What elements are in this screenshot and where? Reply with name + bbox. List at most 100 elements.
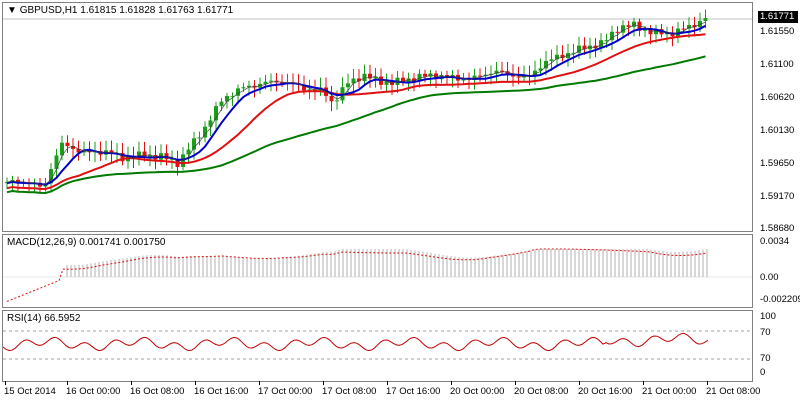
candle-body [692, 24, 697, 28]
candle-body [54, 155, 59, 170]
candle-body [643, 29, 647, 31]
time-label: 20 Oct 00:00 [450, 386, 505, 397]
time-label: 21 Oct 00:00 [642, 386, 697, 397]
candle-body [654, 29, 658, 35]
price-axis-label: 1.59170 [760, 191, 795, 202]
rsi-axis-label: 70 [760, 327, 771, 338]
time-tick [259, 381, 260, 385]
ohlc-readout: 1.61815 1.61828 1.61763 1.61771 [80, 5, 234, 16]
candle-body [703, 18, 708, 22]
fast-moving-average-line [6, 24, 706, 186]
time-tick [579, 381, 580, 385]
candle-body [362, 73, 367, 82]
time-tick [707, 381, 708, 385]
price-axis-label: 1.61550 [760, 26, 795, 37]
candle-body [208, 120, 213, 127]
time-tick [131, 381, 132, 385]
candle-body [687, 24, 691, 29]
candle-body [192, 138, 196, 150]
candle-body [263, 81, 268, 84]
candle-body [225, 96, 229, 102]
time-label: 16 Oct 08:00 [130, 386, 185, 397]
candle-body [142, 151, 147, 158]
candle-body [604, 40, 609, 42]
candle-body [544, 60, 548, 69]
candle-body [588, 45, 592, 50]
time-label: 17 Oct 16:00 [386, 386, 441, 397]
time-tick [387, 381, 388, 385]
candle-body [390, 81, 394, 85]
time-tick [67, 381, 68, 385]
candle-body [137, 151, 141, 159]
candle-body [203, 126, 207, 138]
candle-body [247, 85, 251, 88]
price-chart-pane[interactable]: ▼ GBPUSD,H1 1.61815 1.61828 1.61763 1.61… [2, 2, 753, 232]
candle-body [186, 149, 191, 155]
thin-moving-average-line [6, 21, 706, 185]
macd-pane[interactable]: MACD(12,26,9) 0.001741 0.001750 [2, 234, 753, 308]
candle-body [577, 45, 581, 53]
candle-body [593, 45, 598, 49]
time-tick [323, 381, 324, 385]
rsi-pane[interactable]: RSI(14) 66.5952 [2, 310, 753, 382]
candle-body [329, 95, 334, 102]
candle-body [538, 68, 543, 71]
candle-body [505, 71, 510, 74]
candle-body [384, 81, 389, 85]
price-axis-label: 1.59650 [760, 158, 795, 169]
macd-canvas [3, 248, 752, 302]
mid-moving-average-line [6, 33, 706, 191]
candle-body [599, 40, 603, 49]
candle-body [87, 150, 92, 153]
candle-body [549, 59, 554, 61]
candle-body [76, 148, 81, 153]
time-tick [643, 381, 644, 385]
candle-body [368, 73, 372, 79]
candle-body [681, 28, 686, 30]
candle-body [49, 169, 53, 184]
candle-body [197, 137, 202, 139]
time-label: 17 Oct 00:00 [258, 386, 313, 397]
candle-body [533, 70, 537, 76]
time-label: 20 Oct 16:00 [578, 386, 633, 397]
slow-moving-average-line [6, 55, 706, 195]
candle-body [60, 142, 64, 156]
candle-body [461, 78, 466, 81]
rsi-axis-label: 70 [760, 353, 771, 364]
candle-body [472, 75, 477, 80]
candle-body [423, 73, 427, 77]
collapse-arrow-icon[interactable]: ▼ [7, 5, 17, 16]
time-label: 17 Oct 08:00 [322, 386, 377, 397]
candle-body [401, 77, 405, 83]
candle-body [307, 89, 312, 91]
macd-title: MACD(12,26,9) 0.001741 0.001750 [7, 237, 166, 248]
candle-body [120, 153, 125, 162]
time-label: 20 Oct 08:00 [514, 386, 569, 397]
candle-body [516, 76, 521, 78]
candle-body [582, 45, 587, 50]
time-tick [195, 381, 196, 385]
candle-body [241, 87, 246, 89]
rsi-title: RSI(14) 66.5952 [7, 313, 81, 324]
candle-body [571, 52, 576, 54]
price-axis-label: 1.61100 [760, 59, 794, 70]
candle-body [230, 95, 235, 97]
candle-body [478, 75, 482, 77]
candle-body [494, 70, 499, 74]
price-axis-label: 1.60620 [760, 92, 795, 103]
symbol-label: GBPUSD,H1 [19, 5, 78, 16]
price-chart-title: ▼ GBPUSD,H1 1.61815 1.61828 1.61763 1.61… [7, 5, 233, 16]
time-tick [451, 381, 452, 385]
rsi-canvas [3, 330, 752, 360]
macd-axis-label: -0.002209 [760, 294, 800, 305]
candle-body [412, 78, 416, 82]
candle-body [555, 54, 559, 60]
price-axis-label: 1.60130 [760, 125, 795, 136]
candle-body [621, 25, 625, 33]
candle-body [346, 83, 350, 88]
candle-body [560, 54, 565, 58]
rsi-line [3, 332, 709, 352]
rsi-axis-label: 100 [760, 311, 776, 322]
time-tick [515, 381, 516, 385]
candle-body [626, 25, 631, 27]
